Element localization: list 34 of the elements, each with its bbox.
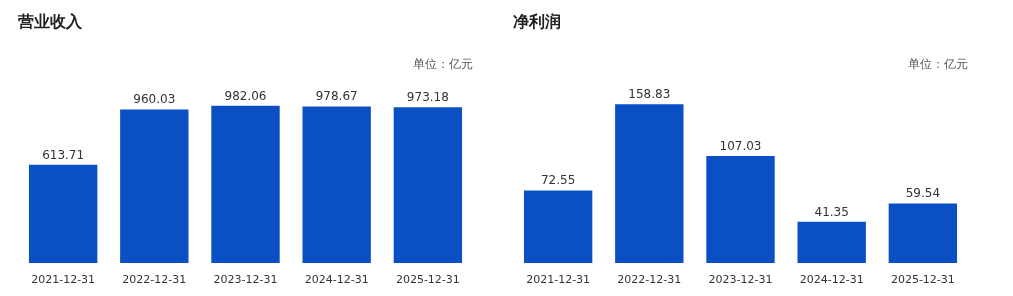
data-label: 982.06 [224,88,267,103]
x-tick-label: 2025-12-31 [395,272,460,286]
data-label: 107.03 [719,138,762,153]
x-tick-label: 2024-12-31 [304,272,369,286]
x-tick-label: 2024-12-31 [799,272,864,286]
x-tick-label: 2021-12-31 [526,272,591,286]
bar [888,203,958,263]
data-label: 41.35 [814,204,849,219]
data-label: 978.67 [315,89,358,104]
x-tick-label: 2022-12-31 [122,272,187,286]
x-tick-label: 2025-12-31 [890,272,955,286]
bar [706,155,775,263]
data-label: 158.83 [628,87,671,102]
x-tick-label: 2022-12-31 [617,272,682,286]
x-tick-label: 2021-12-31 [31,272,96,286]
bar [120,109,189,263]
bar [615,104,684,263]
data-label: 613.71 [42,147,85,162]
bar [797,221,866,263]
text: 单位：亿元 [908,57,968,71]
data-label: 72.55 [540,173,576,188]
chart-title: 净利润 [513,12,561,31]
bar [523,190,593,263]
bar [211,105,280,263]
data-label: 59.54 [905,186,941,201]
chart-title: 营业收入 [17,12,83,31]
bar [28,164,98,263]
data-label: 960.03 [133,92,176,107]
data-label: 973.18 [406,90,449,105]
bar [302,106,371,263]
x-tick-label: 2023-12-31 [213,272,278,286]
bar [393,107,463,263]
x-tick-label: 2023-12-31 [708,272,773,286]
text: 单位：亿元 [413,57,473,71]
